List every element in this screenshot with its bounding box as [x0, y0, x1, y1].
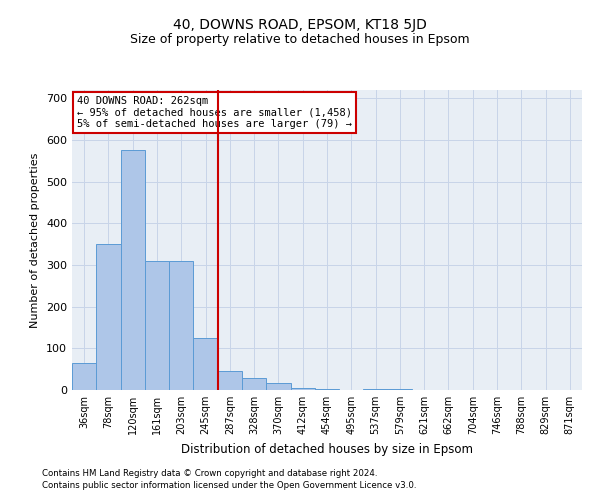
- Y-axis label: Number of detached properties: Number of detached properties: [31, 152, 40, 328]
- Text: 40, DOWNS ROAD, EPSOM, KT18 5JD: 40, DOWNS ROAD, EPSOM, KT18 5JD: [173, 18, 427, 32]
- Bar: [388, 389, 412, 390]
- Bar: [290, 388, 315, 390]
- Bar: [169, 261, 193, 390]
- Bar: [266, 382, 290, 390]
- Text: 40 DOWNS ROAD: 262sqm
← 95% of detached houses are smaller (1,458)
5% of semi-de: 40 DOWNS ROAD: 262sqm ← 95% of detached …: [77, 96, 352, 129]
- Bar: [193, 338, 218, 390]
- Bar: [364, 389, 388, 390]
- Bar: [315, 389, 339, 390]
- Bar: [242, 378, 266, 390]
- Text: Contains public sector information licensed under the Open Government Licence v3: Contains public sector information licen…: [42, 481, 416, 490]
- Bar: [121, 150, 145, 390]
- Bar: [96, 244, 121, 390]
- Bar: [72, 363, 96, 390]
- Bar: [218, 371, 242, 390]
- Text: Size of property relative to detached houses in Epsom: Size of property relative to detached ho…: [130, 32, 470, 46]
- Bar: [145, 261, 169, 390]
- Text: Contains HM Land Registry data © Crown copyright and database right 2024.: Contains HM Land Registry data © Crown c…: [42, 468, 377, 477]
- X-axis label: Distribution of detached houses by size in Epsom: Distribution of detached houses by size …: [181, 442, 473, 456]
